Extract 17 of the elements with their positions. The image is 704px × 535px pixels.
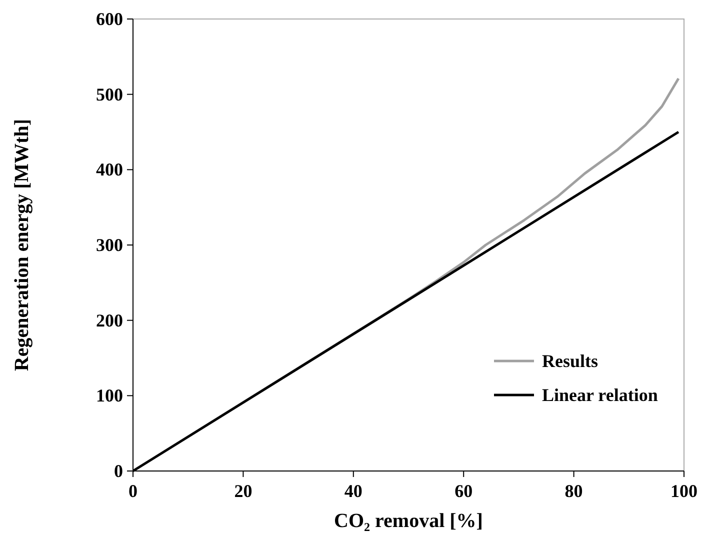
- y-tick-label: 0: [114, 461, 123, 481]
- x-axis-title: CO₂ removal [%]: [334, 510, 483, 532]
- x-tick-label: 0: [128, 481, 138, 501]
- y-tick-label: 200: [96, 310, 123, 330]
- y-axis-title: Regeneration energy [MWth]: [11, 118, 33, 372]
- y-tick-label: 400: [96, 160, 123, 180]
- x-tick-label: 80: [564, 481, 583, 501]
- legend-label: Linear relation: [542, 385, 658, 405]
- legend-label: Results: [542, 351, 598, 371]
- y-tick-label: 500: [96, 84, 123, 104]
- x-tick-label: 40: [344, 481, 362, 501]
- y-tick-label: 300: [96, 235, 123, 255]
- x-tick-label: 100: [670, 481, 698, 501]
- x-tick-label: 60: [454, 481, 473, 501]
- y-tick-label: 100: [96, 386, 123, 406]
- x-tick-label: 20: [234, 481, 252, 501]
- y-tick-label: 600: [96, 9, 123, 29]
